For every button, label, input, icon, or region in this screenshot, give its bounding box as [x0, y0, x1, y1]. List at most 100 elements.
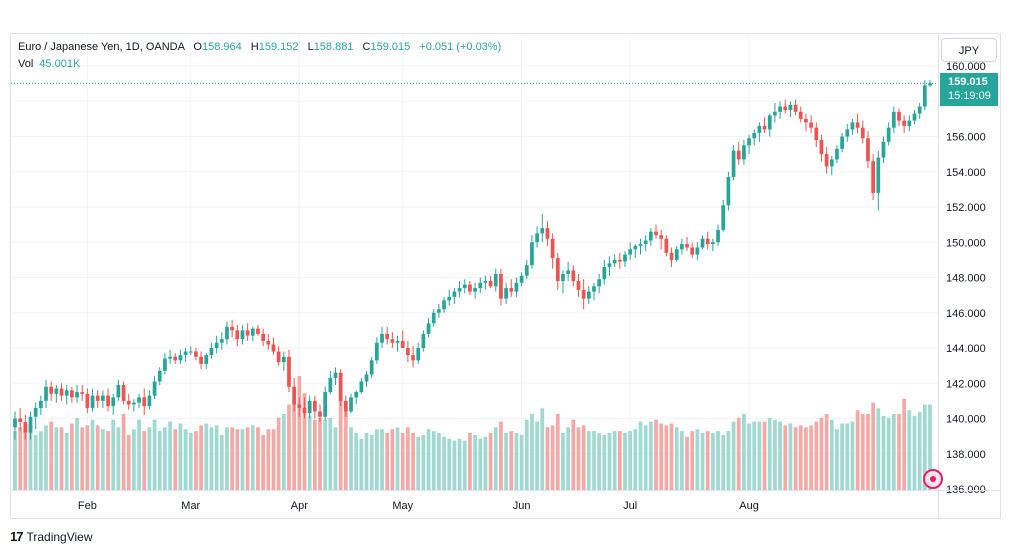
volume-bar	[917, 412, 922, 490]
x-tick-label: Jun	[513, 500, 531, 512]
volume-bar	[80, 427, 85, 490]
volume-bar	[235, 429, 240, 490]
candle-body	[395, 340, 400, 343]
volume-bar	[426, 429, 431, 490]
volume-bar	[359, 438, 364, 490]
volume-bar	[276, 417, 281, 490]
candle-body	[338, 372, 343, 401]
candle-body	[499, 273, 503, 299]
volume-bar	[106, 431, 110, 490]
symbol-name[interactable]: Euro / Japanese Yen, 1D, OANDA	[18, 41, 185, 53]
volume-bar	[612, 431, 617, 490]
volume-bar	[483, 436, 488, 490]
candle-body	[835, 148, 839, 160]
candle-body	[369, 360, 374, 375]
candle-body	[163, 358, 167, 371]
candle-body	[271, 344, 276, 352]
candle-body	[695, 247, 700, 255]
candle-body	[225, 326, 229, 340]
candle-body	[912, 113, 917, 121]
volume-bar	[101, 429, 105, 490]
volume-bar	[385, 433, 390, 490]
candle-body	[101, 395, 105, 401]
candle-body	[705, 238, 710, 245]
candle-body	[142, 397, 147, 407]
candle-body	[597, 279, 602, 287]
volume-bar	[18, 427, 23, 490]
volume-bar	[152, 419, 157, 490]
y-tick-label: 148.000	[946, 273, 986, 285]
candle-body	[157, 370, 162, 382]
record-icon[interactable]	[923, 469, 943, 489]
candle-body	[64, 390, 69, 396]
volume-bar	[85, 425, 90, 490]
tradingview-branding[interactable]: 17 TradingView	[10, 529, 93, 544]
candle-body	[576, 281, 581, 290]
candle-body	[561, 273, 565, 282]
volume-bar	[607, 433, 612, 490]
candle-body	[137, 397, 141, 403]
candle-body	[519, 275, 524, 283]
volume-bar	[592, 431, 596, 490]
candle-body	[168, 356, 172, 359]
candle-body	[638, 244, 643, 246]
volume-bar	[437, 433, 441, 490]
candle-body	[462, 284, 467, 289]
candle-body	[566, 270, 570, 274]
candle-body	[700, 238, 705, 248]
candle-body	[514, 282, 519, 292]
volume-bar	[137, 419, 141, 490]
candle-body	[788, 104, 793, 111]
volume-bar	[312, 419, 317, 490]
candle-body	[731, 150, 736, 178]
candle-body	[747, 138, 751, 146]
volume-bar	[540, 408, 545, 490]
candle-body	[437, 309, 441, 313]
volume-bar	[364, 433, 369, 490]
candle-body	[183, 351, 188, 356]
candle-body	[194, 351, 198, 357]
ohlc-legend: Euro / Japanese Yen, 1D, OANDA O158.964 …	[18, 41, 501, 53]
volume-bar	[90, 419, 95, 490]
candle-body	[132, 402, 136, 405]
volume-bar	[132, 429, 136, 490]
change-value: +0.051 (+0.03%)	[419, 41, 502, 53]
candle-body	[509, 288, 514, 292]
candle-body	[307, 400, 312, 414]
low-label: L	[307, 41, 314, 53]
volume-bar	[281, 414, 286, 490]
y-tick-label: 146.000	[946, 308, 986, 320]
volume-bar	[328, 417, 333, 490]
volume-bar	[664, 425, 669, 490]
candle-body	[240, 330, 245, 340]
volume-bar	[59, 427, 64, 490]
candle-body	[447, 296, 452, 301]
candle-body	[235, 330, 240, 340]
volume-bar	[860, 414, 865, 490]
candle-body	[116, 385, 121, 398]
candle-body	[535, 233, 539, 243]
volume-bar	[183, 429, 188, 490]
last-price-tag: 159.015 15:19:09	[940, 73, 998, 106]
volume-label: Vol	[18, 58, 34, 70]
volume-bar	[654, 419, 658, 490]
candle-body	[612, 259, 617, 264]
volume-bar	[674, 427, 679, 490]
candle-body	[767, 115, 772, 130]
tradingview-logo-icon: 17	[10, 529, 24, 544]
volume-bar	[576, 427, 581, 490]
volume-bar	[509, 431, 514, 490]
volume-bar	[375, 429, 379, 490]
candle-body	[819, 140, 824, 155]
volume-bar	[297, 376, 302, 490]
high-value: 159.152	[258, 41, 299, 53]
currency-button[interactable]: JPY	[941, 38, 997, 62]
candle-body	[493, 273, 498, 287]
candle-body	[199, 356, 203, 364]
open-value: 158.964	[201, 41, 242, 53]
candle-body	[49, 386, 54, 394]
volume-bar	[835, 429, 839, 490]
candle-body	[28, 416, 33, 433]
volume-bar	[530, 414, 534, 490]
